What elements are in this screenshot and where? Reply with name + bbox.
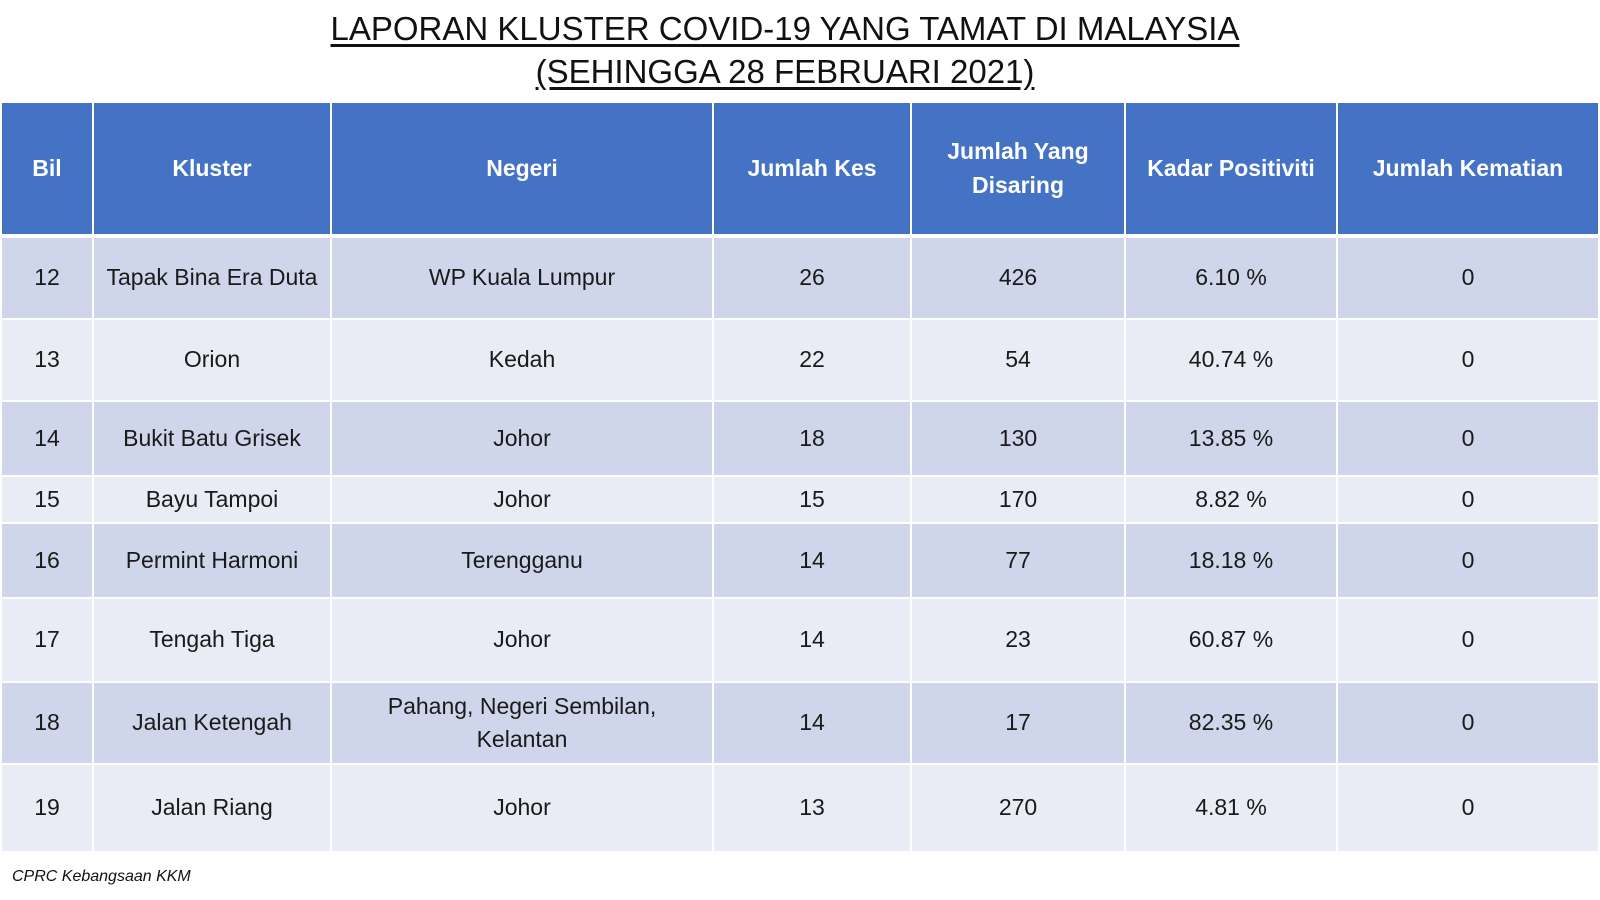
cell-jumlah-kematian: 0 xyxy=(1336,475,1600,524)
cell-jumlah-kes: 22 xyxy=(712,318,912,402)
cell-kadar-positiviti: 60.87 % xyxy=(1124,597,1338,683)
cell-kadar-positiviti: 6.10 % xyxy=(1124,235,1338,320)
cell-bil: 12 xyxy=(0,235,94,320)
cell-jumlah-disaring: 23 xyxy=(910,597,1126,683)
cell-kadar-positiviti: 8.82 % xyxy=(1124,475,1338,524)
cell-jumlah-kematian: 0 xyxy=(1336,681,1600,765)
header-jumlah-disaring: Jumlah Yang Disaring xyxy=(910,101,1126,238)
cell-jumlah-kematian: 0 xyxy=(1336,318,1600,402)
cell-bil: 15 xyxy=(0,475,94,524)
cell-bil: 17 xyxy=(0,597,94,683)
header-kadar-positiviti: Kadar Positiviti xyxy=(1124,101,1338,238)
header-bil: Bil xyxy=(0,101,94,238)
cell-jumlah-kes: 26 xyxy=(712,235,912,320)
cell-jumlah-disaring: 77 xyxy=(910,522,1126,599)
cell-kadar-positiviti: 18.18 % xyxy=(1124,522,1338,599)
cell-jumlah-kematian: 0 xyxy=(1336,400,1600,477)
cell-jumlah-kes: 18 xyxy=(712,400,912,477)
cell-jumlah-kematian: 0 xyxy=(1336,235,1600,320)
cell-bil: 16 xyxy=(0,522,94,599)
report-title: LAPORAN KLUSTER COVID-19 YANG TAMAT DI M… xyxy=(330,10,1240,47)
header-jumlah-kes: Jumlah Kes xyxy=(712,101,912,238)
report-subtitle: (SEHINGGA 28 FEBRUARI 2021) xyxy=(535,53,1035,90)
cell-jumlah-kematian: 0 xyxy=(1336,522,1600,599)
table-row: 12 Tapak Bina Era Duta WP Kuala Lumpur 2… xyxy=(0,235,1600,320)
table-row: 17 Tengah Tiga Johor 14 23 60.87 % 0 xyxy=(0,597,1600,683)
cell-negeri: Johor xyxy=(330,400,714,477)
cell-negeri: Johor xyxy=(330,597,714,683)
cell-negeri: Kedah xyxy=(330,318,714,402)
cell-kluster: Bayu Tampoi xyxy=(92,475,332,524)
cell-jumlah-kes: 15 xyxy=(712,475,912,524)
table-row: 14 Bukit Batu Grisek Johor 18 130 13.85 … xyxy=(0,400,1600,477)
cell-negeri: Johor xyxy=(330,475,714,524)
cell-jumlah-disaring: 130 xyxy=(910,400,1126,477)
cell-kluster: Tapak Bina Era Duta xyxy=(92,235,332,320)
cell-kadar-positiviti: 4.81 % xyxy=(1124,763,1338,853)
cell-jumlah-kes: 14 xyxy=(712,597,912,683)
table-row: 16 Permint Harmoni Terengganu 14 77 18.1… xyxy=(0,522,1600,599)
header-negeri: Negeri xyxy=(330,101,714,238)
cell-kluster: Jalan Riang xyxy=(92,763,332,853)
cell-negeri: Pahang, Negeri Sembilan, Kelantan xyxy=(330,681,714,765)
cell-jumlah-disaring: 270 xyxy=(910,763,1126,853)
cell-bil: 13 xyxy=(0,318,94,402)
cell-bil: 19 xyxy=(0,763,94,853)
cell-jumlah-kes: 13 xyxy=(712,763,912,853)
cell-negeri: WP Kuala Lumpur xyxy=(330,235,714,320)
cell-negeri: Johor xyxy=(330,763,714,853)
cell-kadar-positiviti: 13.85 % xyxy=(1124,400,1338,477)
cell-bil: 14 xyxy=(0,400,94,477)
cell-kluster: Jalan Ketengah xyxy=(92,681,332,765)
cell-bil: 18 xyxy=(0,681,94,765)
table-header-row: Bil Kluster Negeri Jumlah Kes Jumlah Yan… xyxy=(0,101,1600,238)
cell-jumlah-kematian: 0 xyxy=(1336,597,1600,683)
table-row: 19 Jalan Riang Johor 13 270 4.81 % 0 xyxy=(0,763,1600,853)
source-footer: CPRC Kebangsaan KKM xyxy=(12,868,191,885)
header-jumlah-kematian: Jumlah Kematian xyxy=(1336,101,1600,238)
cell-jumlah-disaring: 426 xyxy=(910,235,1126,320)
cell-jumlah-kes: 14 xyxy=(712,522,912,599)
cell-jumlah-disaring: 170 xyxy=(910,475,1126,524)
header-kluster: Kluster xyxy=(92,101,332,238)
cell-kluster: Orion xyxy=(92,318,332,402)
cell-kluster: Tengah Tiga xyxy=(92,597,332,683)
table-row: 13 Orion Kedah 22 54 40.74 % 0 xyxy=(0,318,1600,402)
table-row: 15 Bayu Tampoi Johor 15 170 8.82 % 0 xyxy=(0,475,1600,524)
cell-negeri: Terengganu xyxy=(330,522,714,599)
cell-jumlah-kes: 14 xyxy=(712,681,912,765)
table-row: 18 Jalan Ketengah Pahang, Negeri Sembila… xyxy=(0,681,1600,765)
cell-jumlah-disaring: 17 xyxy=(910,681,1126,765)
cell-kadar-positiviti: 82.35 % xyxy=(1124,681,1338,765)
cluster-table: Bil Kluster Negeri Jumlah Kes Jumlah Yan… xyxy=(0,101,1600,853)
cell-jumlah-disaring: 54 xyxy=(910,318,1126,402)
cell-jumlah-kematian: 0 xyxy=(1336,763,1600,853)
cell-kluster: Permint Harmoni xyxy=(92,522,332,599)
cell-kluster: Bukit Batu Grisek xyxy=(92,400,332,477)
cell-kadar-positiviti: 40.74 % xyxy=(1124,318,1338,402)
